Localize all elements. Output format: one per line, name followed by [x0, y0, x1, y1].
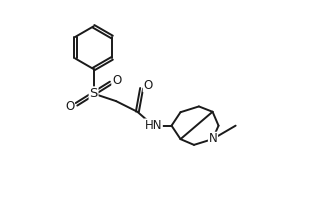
Text: N: N [209, 132, 217, 145]
Text: S: S [89, 87, 98, 100]
Text: O: O [143, 78, 153, 92]
Text: O: O [65, 100, 74, 112]
Text: O: O [112, 74, 121, 87]
Text: HN: HN [145, 119, 162, 132]
